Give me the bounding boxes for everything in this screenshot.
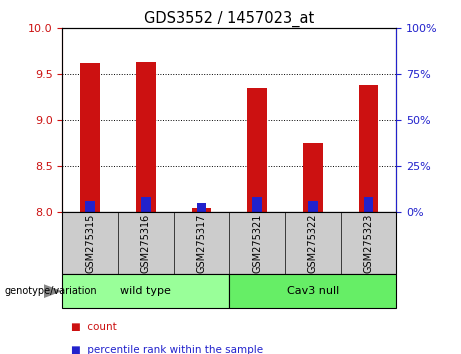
- Text: GSM275316: GSM275316: [141, 214, 151, 273]
- Text: GSM275322: GSM275322: [308, 213, 318, 273]
- Title: GDS3552 / 1457023_at: GDS3552 / 1457023_at: [144, 11, 314, 27]
- Text: Cav3 null: Cav3 null: [287, 286, 339, 296]
- Bar: [141, 197, 151, 212]
- Bar: [359, 85, 378, 212]
- Bar: [248, 88, 267, 212]
- Text: GSM275323: GSM275323: [364, 214, 373, 273]
- Bar: [192, 208, 211, 212]
- Bar: [136, 62, 155, 212]
- Bar: [308, 201, 318, 212]
- Text: GSM275321: GSM275321: [252, 214, 262, 273]
- Bar: [80, 63, 100, 212]
- Bar: [229, 274, 396, 308]
- Bar: [197, 203, 207, 212]
- Polygon shape: [44, 285, 60, 297]
- Bar: [364, 197, 373, 212]
- Bar: [252, 197, 262, 212]
- Text: GSM275315: GSM275315: [85, 214, 95, 273]
- Text: genotype/variation: genotype/variation: [5, 286, 97, 296]
- Text: ■  count: ■ count: [71, 322, 117, 332]
- Bar: [303, 143, 323, 212]
- Text: GSM275317: GSM275317: [196, 214, 207, 273]
- Text: wild type: wild type: [120, 286, 171, 296]
- Bar: [62, 274, 229, 308]
- Bar: [85, 201, 95, 212]
- Text: ■  percentile rank within the sample: ■ percentile rank within the sample: [71, 346, 264, 354]
